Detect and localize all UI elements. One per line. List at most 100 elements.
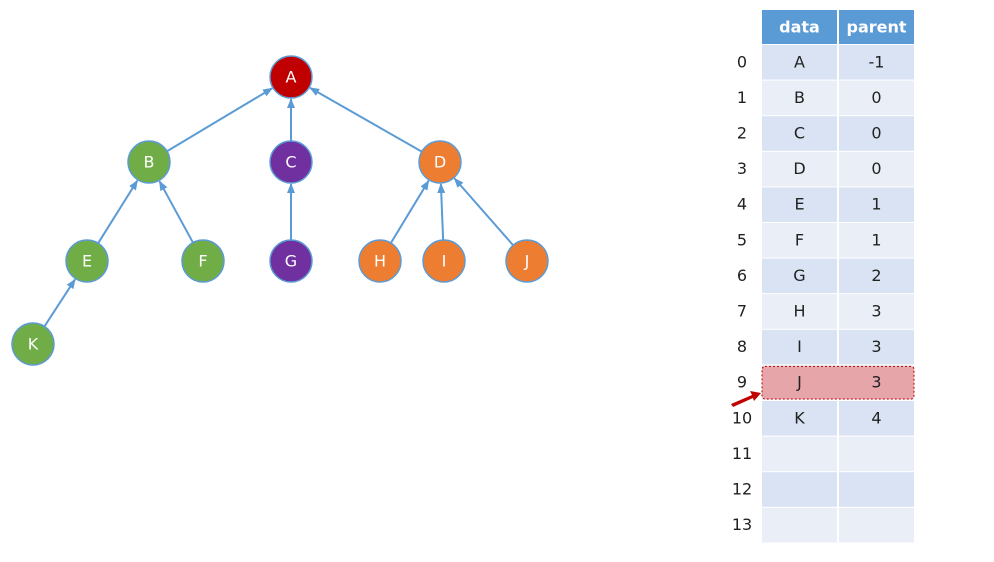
node-label: I <box>442 252 447 271</box>
row-index: 8 <box>737 337 747 356</box>
cell-data: E <box>794 195 804 214</box>
cell-data: B <box>794 88 805 107</box>
cell-parent: 1 <box>871 230 881 249</box>
row-index: 12 <box>732 480 752 499</box>
table-cell <box>839 223 914 258</box>
tree-node <box>11 322 55 366</box>
table-cell <box>762 258 837 294</box>
table-cell <box>762 116 837 151</box>
cell-data: G <box>793 266 805 285</box>
cell-data: J <box>796 373 802 392</box>
edges <box>43 87 514 327</box>
cell-parent: 1 <box>871 195 881 214</box>
tree-node <box>181 239 225 283</box>
header-label: data <box>779 18 820 37</box>
edge <box>97 179 139 244</box>
table-cell <box>762 151 837 187</box>
table-cell <box>839 507 914 543</box>
table-cell <box>762 45 837 80</box>
node-label: H <box>374 252 386 271</box>
row-index: 6 <box>737 266 747 285</box>
node-label: G <box>285 252 297 271</box>
edge <box>437 182 446 241</box>
table-cell <box>839 329 914 365</box>
node-label: J <box>524 252 530 271</box>
edge <box>309 87 423 153</box>
cell-data: H <box>793 302 805 321</box>
row-index: 4 <box>737 195 747 214</box>
edge <box>166 87 273 153</box>
header-label: parent <box>846 18 906 37</box>
tree-node <box>127 140 171 184</box>
row-index: 7 <box>737 302 747 321</box>
row-index: 13 <box>732 515 752 534</box>
node-label: A <box>286 68 297 87</box>
row-index: 1 <box>737 88 747 107</box>
cell-data: D <box>793 159 805 178</box>
pointer-arrow <box>731 391 761 407</box>
edge <box>158 180 194 244</box>
table-cell <box>839 294 914 329</box>
node-label: F <box>198 252 207 271</box>
cell-data: C <box>794 124 805 143</box>
table-cell <box>839 45 914 80</box>
cell-parent: 0 <box>871 159 881 178</box>
node-label: K <box>28 335 39 354</box>
parent-table: data parent 0 A -1 1 B 0 2 C 0 3 D 0 4 E 1 5 F 1 6 G 2 7 H 3 8 I 3 9 J… <box>732 10 915 543</box>
tree-node <box>422 239 466 283</box>
header-cell <box>839 10 914 44</box>
table-cell <box>762 187 837 222</box>
tree-node <box>505 239 549 283</box>
table-cell <box>839 187 914 222</box>
tree-node <box>358 239 402 283</box>
row-index: 2 <box>737 124 747 143</box>
tree-node <box>65 239 109 283</box>
table-cell <box>762 329 837 365</box>
table-cell <box>839 151 914 187</box>
table-cell <box>762 223 837 258</box>
cell-parent: 0 <box>871 124 881 143</box>
node-label: D <box>434 153 446 172</box>
node-label: C <box>285 153 296 172</box>
tree-node <box>269 55 313 99</box>
cell-parent: 3 <box>871 337 881 356</box>
table-cell <box>839 401 914 436</box>
cell-parent: 2 <box>871 266 881 285</box>
table-cell <box>839 116 914 151</box>
highlight-row <box>761 365 915 400</box>
table-cell <box>762 507 837 543</box>
table-cell <box>762 80 837 116</box>
cell-parent: 3 <box>871 373 881 392</box>
table-cell <box>762 436 837 472</box>
cell-parent: 3 <box>871 302 881 321</box>
edge <box>390 179 430 244</box>
row-index: 9 <box>737 373 747 392</box>
cell-parent: 0 <box>871 88 881 107</box>
node-label: E <box>82 252 92 271</box>
cell-data: K <box>794 408 805 427</box>
node-label: B <box>144 153 155 172</box>
cell-parent: -1 <box>869 52 885 71</box>
tree-node <box>269 140 313 184</box>
row-index: 0 <box>737 52 747 71</box>
row-index: 5 <box>737 230 747 249</box>
row-index: 3 <box>737 159 747 178</box>
table-cell <box>762 472 837 507</box>
row-index: 10 <box>732 408 752 427</box>
edge <box>43 278 76 327</box>
header-cell <box>762 10 837 44</box>
row-index: 11 <box>732 444 752 463</box>
edge <box>453 177 514 246</box>
table-cell <box>839 436 914 472</box>
table-cell <box>839 80 914 116</box>
tree-node <box>418 140 462 184</box>
cell-data: I <box>797 337 802 356</box>
table-cell <box>762 294 837 329</box>
nodes: A B C D E F G H I J K <box>11 55 549 366</box>
cell-data: F <box>795 230 804 249</box>
cell-parent: 4 <box>871 408 881 427</box>
tree-node <box>269 239 313 283</box>
table-cell <box>839 472 914 507</box>
